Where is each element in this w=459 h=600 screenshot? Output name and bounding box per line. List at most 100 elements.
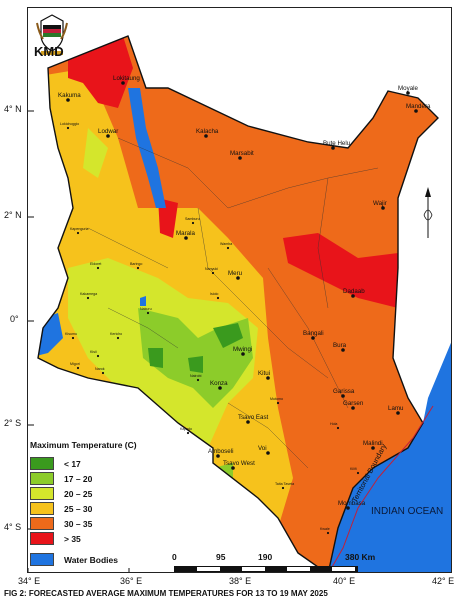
map-canvas: Lokitaung Kakuma Lodwar Kalacha Marsabit Bute… [28,35,451,572]
town-label: Nakuru [140,307,152,311]
town-marker [186,431,190,435]
town-label: Mandera [406,103,431,110]
legend-item: > 35 [30,531,170,546]
town-label: Kisii [90,350,97,354]
town-label: Mwingi [233,346,252,353]
lat-tick-0: 0° [10,314,19,324]
town-label: Wajir [373,200,387,207]
legend-label: 30 – 35 [64,518,93,529]
town-label: Lokichoggio [60,122,79,126]
town-label: Kericho [110,332,122,336]
town-label: Bute Helu [323,140,351,147]
kenya-border [37,35,439,572]
town-label: Mombasa [338,500,366,507]
town-marker [71,336,75,340]
town-marker [106,134,110,138]
legend-swatch [30,457,54,470]
town-label: Kitui [258,370,270,377]
legend-label: 25 – 30 [64,503,93,514]
scale-label-190: 190 [258,552,273,562]
town-marker [101,371,105,375]
town-marker [211,271,215,275]
legend-swatch [30,487,54,500]
temp-region-below-17-b [148,348,163,368]
town-marker [216,296,220,300]
town-marker [276,401,280,405]
town-label: Nairobi [190,374,202,378]
legend-label: < 17 [64,458,81,469]
lat-tick-2s: 2° S [4,418,22,428]
town-marker [356,471,360,475]
town-label: Meru [228,270,243,277]
town-label: Hola [330,422,337,426]
ocean-label: INDIAN OCEAN [371,506,443,517]
town-marker [96,354,100,358]
legend-item-water: Water Bodies [30,552,170,567]
ocean-area [328,342,451,572]
legend-swatch [30,472,54,485]
town-label: Eldoret [90,262,101,266]
town-label: Isiolo [210,292,218,296]
town-marker [218,386,222,390]
lake-naivasha [140,296,146,306]
town-label: Kapenguria [70,227,88,231]
town-marker [346,506,350,510]
lon-tick-40e: 40° E [333,576,356,586]
town-label: Kwale [320,527,330,531]
town-marker [326,531,330,535]
town-label: Marala [176,230,195,237]
scale-bar: 0 95 190 380 Km [172,552,387,574]
county-boundaries [87,137,379,469]
town-marker [241,352,245,356]
town-marker [331,146,335,150]
town-marker [351,406,355,410]
legend: Maximum Temperature (C) < 17 17 – 20 20 – … [30,440,170,567]
legend-label-water: Water Bodies [64,554,119,565]
town-label: Lokitaung [113,75,140,82]
town-marker [96,266,100,270]
temp-region-below-17-a [213,323,243,348]
town-marker [311,336,315,340]
town-label: Kisumu [65,332,77,336]
coat-of-arms-icon [36,14,68,55]
legend-item: 17 – 20 [30,471,170,486]
town-marker [86,296,90,300]
temp-region-20-25-north [83,128,108,178]
town-marker [146,311,150,315]
town-marker [246,420,250,424]
town-marker [406,91,410,95]
temp-region-below-17-c [188,356,203,373]
legend-swatch [30,502,54,515]
town-label: Migori [70,362,80,366]
town-label: Garsen [343,400,364,407]
legend-item: < 17 [30,456,170,471]
town-marker [136,266,140,270]
town-marker [66,98,70,102]
town-label: Kakamega [80,292,97,296]
town-marker [236,276,240,280]
town-marker [281,486,285,490]
town-label: Mutomo [270,397,283,401]
legend-items: < 17 17 – 20 20 – 25 25 – 30 30 – 35 > 35 [30,456,170,546]
town-label: Voi [258,445,267,452]
town-label: Bangali [303,330,324,337]
town-label: Kajiado [180,427,192,431]
lake-victoria [38,313,63,358]
town-marker [76,231,80,235]
town-marker [396,411,400,415]
legend-swatch [30,517,54,530]
town-label: Baringo [130,262,142,266]
town-marker [191,221,195,225]
town-label: Tsavo West [223,460,255,467]
logo-text: KMD [34,44,64,59]
town-marker [266,376,270,380]
town-label: Moyale [398,85,419,92]
town-marker [216,454,220,458]
town-marker [196,378,200,382]
lon-tick-34e: 34° E [18,576,41,586]
town-marker [351,294,355,298]
town-label: Narok [95,367,105,371]
legend-item: 30 – 35 [30,516,170,531]
town-label: Kalacha [196,128,219,135]
town-marker [336,426,340,430]
